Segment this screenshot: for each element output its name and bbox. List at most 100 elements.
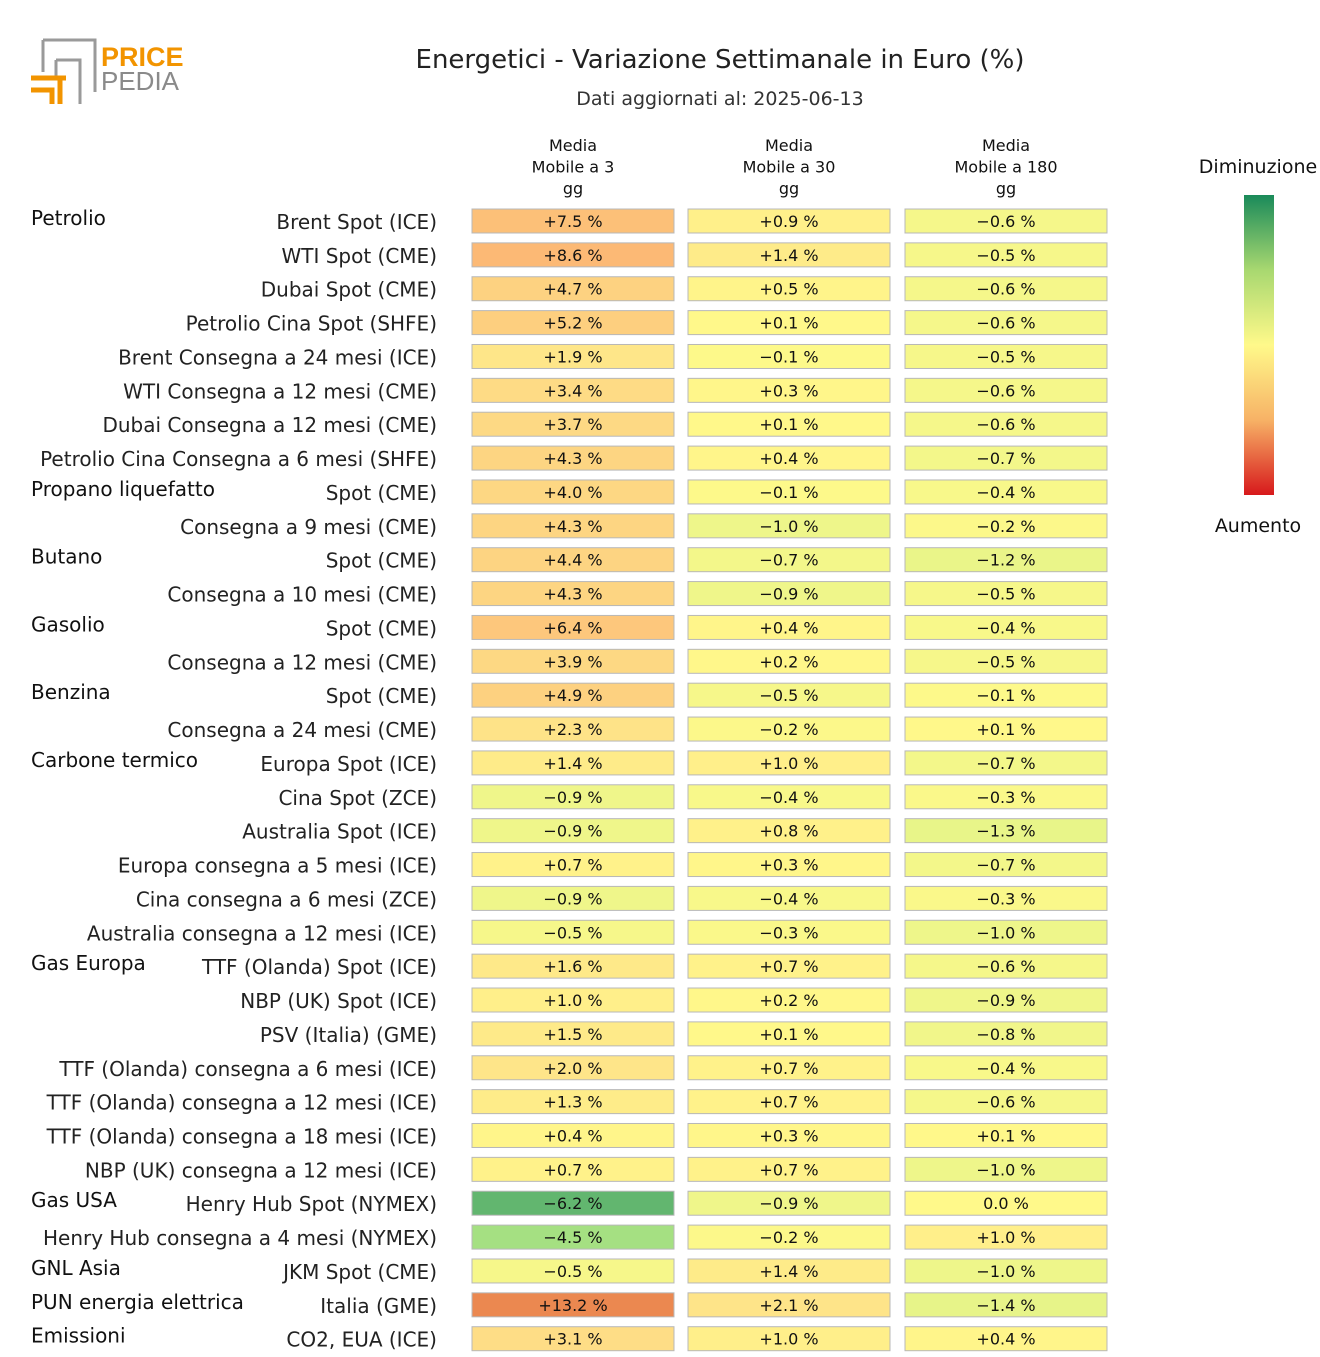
heatmap-cell bbox=[471, 784, 675, 810]
cell-value-label: −0.5 % bbox=[976, 246, 1035, 265]
cell-value-label: −4.5 % bbox=[543, 1228, 602, 1247]
heatmap-cell bbox=[471, 479, 675, 505]
heatmap-cell bbox=[904, 750, 1108, 776]
cell-value-label: +1.0 % bbox=[759, 754, 818, 773]
cell-value-label: +0.4 % bbox=[759, 449, 818, 468]
heatmap-cell bbox=[687, 377, 891, 403]
legend-gradient-bar bbox=[1244, 195, 1274, 495]
cell-value-label: +1.5 % bbox=[543, 1025, 602, 1044]
heatmap-cell bbox=[471, 1122, 675, 1148]
cell-value-label: +3.7 % bbox=[543, 415, 602, 434]
heatmap-cell bbox=[904, 885, 1108, 911]
row-label: Dubai Consegna a 12 mesi (CME) bbox=[102, 413, 437, 437]
heatmap-cell bbox=[904, 784, 1108, 810]
cell-value-label: −0.5 % bbox=[976, 347, 1035, 366]
row-label: WTI Spot (CME) bbox=[281, 244, 437, 268]
cell-value-label: +3.1 % bbox=[543, 1330, 602, 1349]
cell-value-label: +0.4 % bbox=[976, 1330, 1035, 1349]
cell-value-label: −0.4 % bbox=[976, 483, 1035, 502]
chart-subtitle: Dati aggiornati al: 2025-06-13 bbox=[576, 88, 863, 110]
cell-value-label: −0.5 % bbox=[759, 686, 818, 705]
heatmap-cell bbox=[687, 276, 891, 302]
logo-orange-mark-icon bbox=[31, 75, 66, 104]
heatmap-cell bbox=[471, 1055, 675, 1081]
cell-value-label: +0.1 % bbox=[976, 720, 1035, 739]
cell-value-label: +3.4 % bbox=[543, 381, 602, 400]
cell-value-label: −6.2 % bbox=[543, 1194, 602, 1213]
heatmap-cell bbox=[687, 953, 891, 979]
heatmap-cell bbox=[471, 1326, 675, 1352]
heatmap-cell bbox=[471, 1156, 675, 1182]
heatmap-cell bbox=[471, 852, 675, 878]
cell-value-label: −0.4 % bbox=[759, 788, 818, 807]
cell-value-label: +0.2 % bbox=[759, 652, 818, 671]
cell-value-label: −0.1 % bbox=[759, 347, 818, 366]
heatmap-cell bbox=[471, 445, 675, 471]
heatmap-cell bbox=[471, 242, 675, 268]
cell-value-label: −0.9 % bbox=[543, 822, 602, 841]
heatmap-cell bbox=[471, 377, 675, 403]
heatmap-cell bbox=[471, 750, 675, 776]
pricepedia-logo: PRICE PEDIA bbox=[31, 38, 184, 104]
row-label: Brent Consegna a 24 mesi (ICE) bbox=[118, 345, 437, 369]
row-label: Europa consegna a 5 mesi (ICE) bbox=[118, 854, 437, 878]
cell-value-label: +4.3 % bbox=[543, 585, 602, 604]
heatmap-cell bbox=[471, 513, 675, 539]
heatmap-cell bbox=[687, 648, 891, 674]
heatmap-cell bbox=[687, 919, 891, 945]
heatmap-cell bbox=[904, 343, 1108, 369]
column-header-2-line-1: Media bbox=[765, 136, 813, 155]
heatmap-cell bbox=[471, 1258, 675, 1284]
heatmap-cell bbox=[687, 1258, 891, 1284]
heatmap-cell bbox=[904, 1055, 1108, 1081]
cell-value-label: −0.5 % bbox=[976, 652, 1035, 671]
row-label: Spot (CME) bbox=[326, 616, 437, 640]
cell-value-label: −0.4 % bbox=[976, 618, 1035, 637]
heatmap-cell bbox=[687, 310, 891, 336]
column-header-3-line-1: Media bbox=[982, 136, 1030, 155]
row-label: Cina Spot (ZCE) bbox=[278, 786, 437, 810]
heatmap-cell bbox=[904, 276, 1108, 302]
heatmap-cell bbox=[471, 1292, 675, 1318]
group-label: PUN energia elettrica bbox=[31, 1290, 244, 1314]
cell-value-label: −0.4 % bbox=[759, 889, 818, 908]
column-header-2-line-3: gg bbox=[779, 179, 799, 198]
row-label: Petrolio Cina Spot (SHFE) bbox=[186, 312, 437, 336]
heatmap-cell bbox=[687, 479, 891, 505]
cell-value-label: +4.7 % bbox=[543, 280, 602, 299]
heatmap-cell bbox=[687, 784, 891, 810]
row-label: Brent Spot (ICE) bbox=[276, 210, 437, 234]
row-label: Cina consegna a 6 mesi (ZCE) bbox=[136, 887, 437, 911]
cell-value-label: −0.9 % bbox=[543, 788, 602, 807]
heatmap-cell bbox=[687, 343, 891, 369]
cell-value-label: +0.5 % bbox=[759, 280, 818, 299]
heatmap-cell bbox=[471, 310, 675, 336]
heatmap-cell bbox=[687, 547, 891, 573]
cell-value-label: +0.1 % bbox=[759, 314, 818, 333]
cell-value-label: +0.3 % bbox=[759, 1126, 818, 1145]
cell-value-label: −0.9 % bbox=[543, 889, 602, 908]
heatmap-cell bbox=[687, 445, 891, 471]
heatmap-cell bbox=[687, 513, 891, 539]
row-label: NBP (UK) consegna a 12 mesi (ICE) bbox=[85, 1158, 437, 1182]
row-label: Australia Spot (ICE) bbox=[242, 820, 437, 844]
group-label: Propano liquefatto bbox=[31, 477, 215, 501]
column-header-1-line-1: Media bbox=[549, 136, 597, 155]
cell-value-label: +0.7 % bbox=[759, 1059, 818, 1078]
row-label: Consegna a 10 mesi (CME) bbox=[167, 583, 437, 607]
heatmap-cell bbox=[687, 852, 891, 878]
heatmap-cell bbox=[904, 716, 1108, 742]
row-label: JKM Spot (CME) bbox=[281, 1260, 437, 1284]
logo-inner-frame-icon bbox=[54, 58, 82, 104]
cell-value-label: +13.2 % bbox=[538, 1296, 607, 1315]
heatmap-cell bbox=[471, 1190, 675, 1216]
cell-value-label: −0.2 % bbox=[976, 517, 1035, 536]
row-label: TTF (Olanda) consegna a 18 mesi (ICE) bbox=[46, 1124, 437, 1148]
cell-value-label: +7.5 % bbox=[543, 212, 602, 231]
cell-value-label: −0.6 % bbox=[976, 280, 1035, 299]
cell-value-label: −0.5 % bbox=[543, 923, 602, 942]
row-label: Australia consegna a 12 mesi (ICE) bbox=[87, 921, 437, 945]
heatmap-cell bbox=[687, 885, 891, 911]
row-label: CO2, EUA (ICE) bbox=[286, 1328, 437, 1352]
cell-value-label: −1.0 % bbox=[759, 517, 818, 536]
